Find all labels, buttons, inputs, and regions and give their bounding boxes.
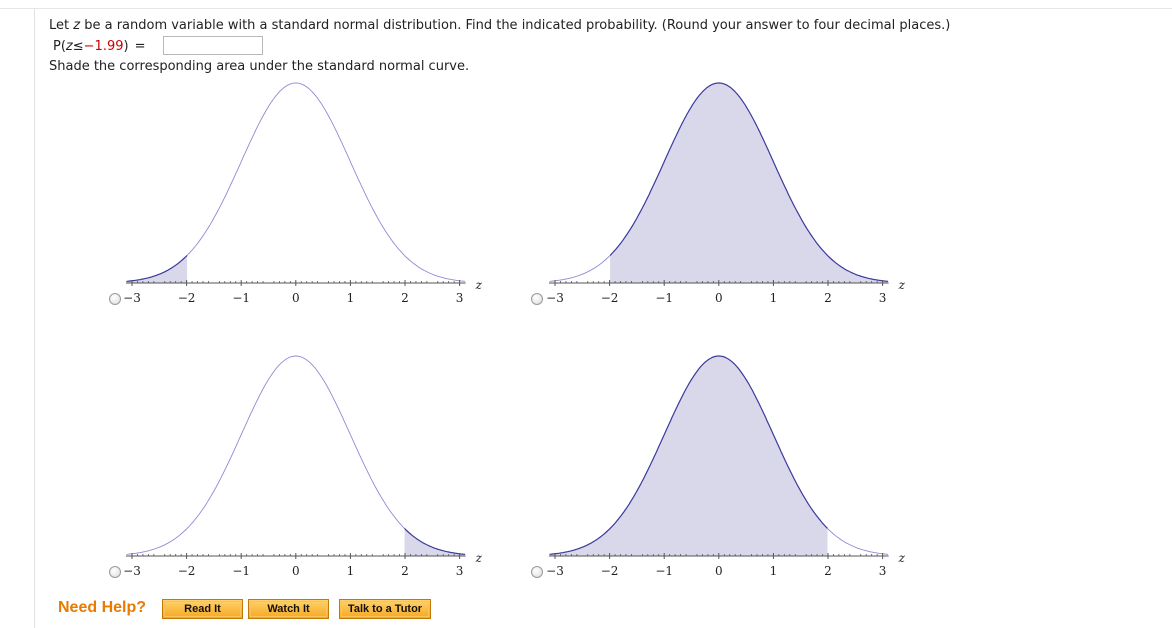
- axis-tick-label: −2: [178, 291, 196, 305]
- read-it-button[interactable]: Read It: [162, 599, 243, 619]
- option-a-shaded-region: [126, 255, 188, 283]
- axis-z-label: z: [898, 278, 906, 292]
- axis-tick-label: 3: [879, 564, 887, 578]
- axis-tick-label: 1: [770, 291, 778, 305]
- option-b-curve: [549, 255, 611, 282]
- axis-tick-label: −2: [178, 564, 196, 578]
- axis-tick-label: 0: [292, 564, 300, 578]
- axis-tick-label: 2: [824, 291, 832, 305]
- option-d-radio[interactable]: [531, 566, 543, 578]
- axis-tick-label: −3: [546, 564, 564, 578]
- left-divider: [34, 9, 35, 628]
- option-c-shaded-region: [404, 528, 466, 556]
- option-a-curve: [186, 82, 466, 282]
- axis-tick-label: 1: [347, 564, 355, 578]
- axis-tick-label: 0: [715, 564, 723, 578]
- axis-tick-label: 1: [347, 291, 355, 305]
- option-d-curve: [827, 528, 889, 555]
- option-b-radio[interactable]: [531, 293, 543, 305]
- axis-tick-label: 0: [715, 291, 723, 305]
- axis-tick-label: −3: [123, 291, 141, 305]
- option-b-curve-shaded: [609, 82, 889, 282]
- axis-z-label: z: [475, 278, 483, 292]
- option-c-curve-shaded: [404, 527, 466, 555]
- axis-z-label: z: [898, 551, 906, 565]
- axis-tick-label: 2: [824, 564, 832, 578]
- option-b-shaded-region: [610, 83, 889, 283]
- axis-tick-label: −1: [232, 291, 250, 305]
- question-text: Let z be a random variable with a standa…: [49, 18, 951, 33]
- axis-tick-label: −2: [601, 291, 619, 305]
- probability-answer-input[interactable]: [163, 36, 263, 55]
- axis-tick-label: 2: [401, 291, 409, 305]
- axis-tick-label: −3: [546, 291, 564, 305]
- option-a-radio[interactable]: [109, 293, 121, 305]
- axis-tick-label: 3: [456, 564, 464, 578]
- watch-it-button[interactable]: Watch It: [248, 599, 329, 619]
- axis-tick-label: 1: [770, 564, 778, 578]
- option-c-radio[interactable]: [109, 566, 121, 578]
- axis-tick-label: 3: [456, 291, 464, 305]
- axis-z-label: z: [475, 551, 483, 565]
- need-help-title: Need Help?: [58, 599, 147, 616]
- option-c-curve: [126, 355, 405, 555]
- axis-tick-label: −1: [655, 291, 673, 305]
- axis-tick-label: 0: [292, 291, 300, 305]
- axis-tick-label: −2: [601, 564, 619, 578]
- axis-tick-label: −1: [655, 564, 673, 578]
- top-divider: [0, 8, 1172, 9]
- axis-tick-label: 3: [879, 291, 887, 305]
- axis-tick-label: −3: [123, 564, 141, 578]
- probability-expression: P(z ≤ −1.99) =: [53, 37, 145, 57]
- option-d-shaded-region: [549, 356, 828, 556]
- axis-tick-label: 2: [401, 564, 409, 578]
- probability-value: −1.99: [83, 39, 124, 54]
- axis-tick-label: −1: [232, 564, 250, 578]
- talk-to-tutor-button[interactable]: Talk to a Tutor: [339, 599, 431, 619]
- option-a-curve-shaded: [126, 254, 188, 282]
- shade-instruction: Shade the corresponding area under the s…: [49, 59, 470, 74]
- option-d-curve-shaded: [549, 355, 828, 555]
